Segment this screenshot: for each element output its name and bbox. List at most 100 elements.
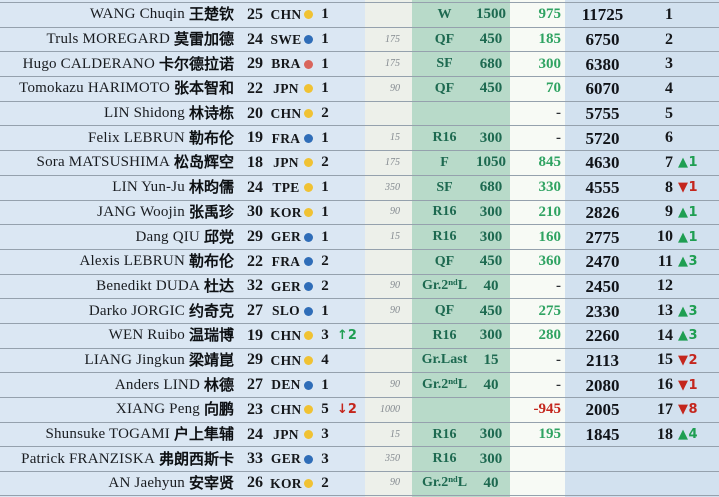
round-points-cell: 300 <box>479 129 503 146</box>
continent-dot-cell <box>302 151 314 175</box>
rank-cell <box>640 472 719 495</box>
round-points-cell: 300 <box>479 426 503 443</box>
group-number-cell: 1 <box>321 179 329 196</box>
round-cell: SF <box>436 56 453 72</box>
round-points-cell: 300 <box>479 450 503 467</box>
points-change-cell: 210 <box>538 203 562 220</box>
event-weight-cell <box>365 324 412 348</box>
rank-cell: 7 ▲1 <box>640 151 719 175</box>
round-cell: R16 <box>432 451 457 467</box>
association-cell: CHN <box>270 352 302 368</box>
group-number-cell: 2 <box>321 277 329 294</box>
total-points-cell: 2113 <box>585 350 620 370</box>
player-name-chinese: 林昀儒 <box>188 178 234 197</box>
points-change-cell: - <box>556 105 561 122</box>
age-cell: 19 <box>247 129 263 147</box>
event-weight-cell: 15 <box>390 428 400 440</box>
group-number-cell: 3 <box>321 450 329 467</box>
player-name-cell: Patrick FRANZISKA 弗朗西斯卡 <box>0 447 240 471</box>
total-points-cell: 2080 <box>585 375 620 395</box>
continent-dot-icon <box>303 478 313 488</box>
player-name-cell: Alexis LEBRUN 勒布伦 <box>0 250 240 274</box>
group-move-marker <box>336 472 365 495</box>
player-name-latin: Truls MOREGARD <box>46 31 170 48</box>
group-move-marker <box>336 102 365 126</box>
continent-dot-cell <box>302 373 314 397</box>
continent-dot-cell <box>302 250 314 274</box>
group-number-cell: 4 <box>321 351 329 368</box>
group-move-marker: ↑2 <box>337 328 357 344</box>
event-weight-cell: 90 <box>390 305 400 317</box>
player-name-chinese: 约奇克 <box>188 301 234 320</box>
round-cell: QF <box>434 31 455 47</box>
player-name-latin: Sora MATSUSHIMA <box>36 154 170 171</box>
age-cell: 20 <box>247 104 263 122</box>
total-points-cell <box>565 472 640 495</box>
player-name-latin: JANG Woojin <box>97 203 185 220</box>
round-points-cell <box>472 398 510 422</box>
rank-number: 2 <box>665 30 673 48</box>
rank-cell: 3 <box>640 52 719 76</box>
group-number-cell: 5 <box>321 401 329 418</box>
continent-dot-icon <box>303 331 313 341</box>
association-cell: CHN <box>270 105 302 121</box>
total-points-cell: 5755 <box>585 104 620 124</box>
continent-dot-icon <box>303 257 313 267</box>
player-name-chinese: 弗朗西斯卡 <box>158 449 234 468</box>
continent-dot-icon <box>303 59 313 69</box>
age-cell: 23 <box>247 400 263 418</box>
player-name-chinese: 邱党 <box>203 227 234 246</box>
rank-change: ▲3 <box>678 328 699 344</box>
player-name-latin: Tomokazu HARIMOTO <box>19 80 170 97</box>
age-cell: 29 <box>247 351 263 369</box>
event-weight-cell <box>365 349 412 373</box>
continent-dot-cell <box>302 28 314 52</box>
group-move-marker <box>336 225 365 249</box>
age-cell: 22 <box>247 252 263 270</box>
player-name-latin: WEN Ruibo <box>108 327 185 344</box>
points-change-cell <box>510 472 565 495</box>
round-points-cell: 1050 <box>476 154 506 171</box>
rank-number: 8 <box>665 178 673 196</box>
player-name-cell: Anders LIND 林德 <box>0 373 240 397</box>
round-points-cell: 40 <box>483 376 499 393</box>
table-row: LIN Shidong 林诗栋 20 CHN 2 - 5755 5 <box>0 100 719 126</box>
group-number-cell: 1 <box>321 228 329 245</box>
group-number-cell: 1 <box>321 55 329 72</box>
continent-dot-icon <box>303 35 313 45</box>
player-name-cell: Hugo CALDERANO 卡尔德拉诺 <box>0 52 240 76</box>
continent-dot-cell <box>302 324 314 348</box>
event-weight-cell: 90 <box>390 280 400 292</box>
player-name-cell: Truls MOREGARD 莫雷加德 <box>0 28 240 52</box>
event-weight-cell: 350 <box>385 181 400 193</box>
table-row: LIN Yun-Ju 林昀儒 24 TPE 1 350 SF 680 330 4… <box>0 174 719 200</box>
points-change-cell: 160 <box>538 228 562 245</box>
points-change-cell: 185 <box>538 31 562 48</box>
player-name-cell: JANG Woojin 张禹珍 <box>0 201 240 225</box>
association-cell: FRA <box>271 253 301 269</box>
rank-number: 6 <box>665 129 673 147</box>
player-name-chinese: 户上隼辅 <box>173 425 234 444</box>
age-cell: 29 <box>247 55 263 73</box>
association-cell: BRA <box>271 56 301 72</box>
table-row: Dang QIU 邱党 29 GER 1 15 R16 300 160 2775… <box>0 224 719 249</box>
continent-dot-icon <box>303 183 313 193</box>
event-weight-cell: 15 <box>390 132 400 144</box>
rank-number: 10 <box>657 228 673 246</box>
continent-dot-cell <box>302 299 314 323</box>
age-cell: 22 <box>247 79 263 97</box>
player-name-latin: Anders LIND <box>114 376 200 393</box>
table-row: LIANG Jingkun 梁靖崑 29 CHN 4 Gr.Last 15 - … <box>0 347 719 373</box>
player-name-chinese: 张本智和 <box>173 79 234 98</box>
continent-dot-cell <box>302 275 314 299</box>
rank-cell: 16 ▼1 <box>640 373 719 397</box>
points-change-cell: 360 <box>538 253 562 270</box>
association-cell: GER <box>270 229 302 245</box>
round-points-cell: 15 <box>483 351 499 368</box>
table-row: Truls MOREGARD 莫雷加德 24 SWE 1 175 QF 450 … <box>0 26 719 52</box>
round-cell: SF <box>436 179 453 195</box>
total-points-cell: 1845 <box>585 425 620 445</box>
player-name-cell: Darko JORGIC 约奇克 <box>0 299 240 323</box>
group-move-marker <box>336 299 365 323</box>
